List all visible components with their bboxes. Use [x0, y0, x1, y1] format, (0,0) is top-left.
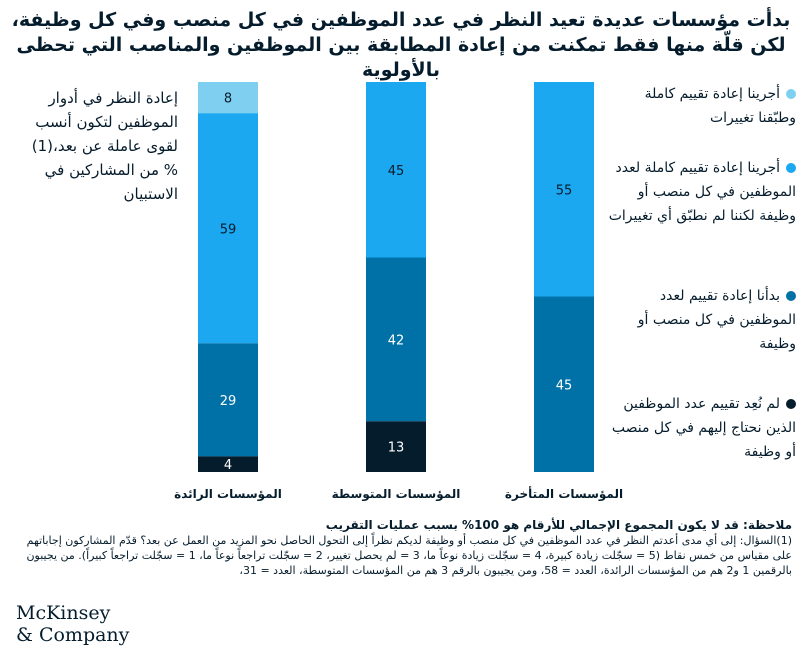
category-label: المؤسسات الرائدة — [174, 487, 282, 501]
logo-line-2: & Company — [16, 624, 130, 646]
data-label: 13 — [388, 441, 405, 456]
bar-segment — [366, 82, 426, 258]
category-label: المؤسسات المتأخرة — [504, 487, 624, 501]
mckinsey-logo: McKinsey & Company — [16, 602, 129, 646]
bar-segment — [198, 113, 258, 344]
legend-label: لم نُعِد تقييم عدد الموظفين الذين نحتاج … — [611, 396, 796, 460]
logo-line-1: McKinsey — [16, 602, 111, 624]
legend-label: بدأنا إعادة تقييم لعدد الموظفين في كل من… — [637, 288, 796, 352]
legend-item: بدأنا إعادة تقييم لعدد الموظفين في كل من… — [606, 284, 796, 356]
legend-label: أجرينا إعادة تقييم كاملة لعدد الموظفين ف… — [608, 160, 796, 224]
legend-dot-icon — [786, 291, 796, 301]
data-label: 29 — [220, 394, 237, 409]
data-label: 4 — [224, 458, 232, 473]
bar-segment — [366, 257, 426, 422]
legend-dot-icon — [786, 163, 796, 173]
legend-item: أجرينا إعادة تقييم كاملة وطبّقنا تغييرات — [606, 82, 796, 130]
bar-segment — [534, 296, 594, 472]
notes: ملاحظة: قد لا يكون المجموع الإجمالي للأر… — [16, 518, 792, 578]
legend-item: لم نُعِد تقييم عدد الموظفين الذين نحتاج … — [606, 392, 796, 464]
bar-segment — [198, 82, 258, 114]
data-label: 42 — [388, 333, 405, 348]
legend-dot-icon — [786, 89, 796, 99]
bar-segment — [198, 343, 258, 457]
legend-label: أجرينا إعادة تقييم كاملة وطبّقنا تغييرات — [644, 86, 796, 126]
bar-segment — [366, 421, 426, 472]
data-label: 59 — [220, 222, 237, 237]
data-label: 8 — [224, 92, 232, 107]
data-label: 45 — [556, 378, 573, 393]
data-label: 45 — [388, 164, 405, 179]
bar-segment — [534, 82, 594, 297]
note-question: (1)السؤال: إلى أي مدى أعدتم النظر في عدد… — [26, 534, 792, 577]
legend-dot-icon — [786, 399, 796, 409]
category-label: المؤسسات المتوسطة — [331, 487, 461, 501]
y-axis-label: إعادة النظر في أدوار الموظفين لتكون أنسب… — [31, 89, 178, 203]
data-label: 55 — [556, 183, 573, 198]
legend-item: أجرينا إعادة تقييم كاملة لعدد الموظفين ف… — [606, 156, 796, 228]
bar-segment — [198, 456, 258, 472]
chart-title: بدأت مؤسسات عديدة تعيد النظر في عدد المو… — [11, 9, 791, 81]
note-rounding: ملاحظة: قد لا يكون المجموع الإجمالي للأر… — [325, 518, 792, 532]
